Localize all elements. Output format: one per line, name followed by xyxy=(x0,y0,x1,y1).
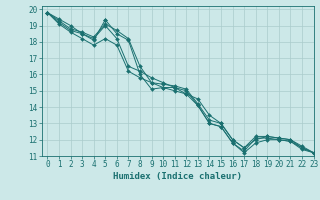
X-axis label: Humidex (Indice chaleur): Humidex (Indice chaleur) xyxy=(113,172,242,181)
